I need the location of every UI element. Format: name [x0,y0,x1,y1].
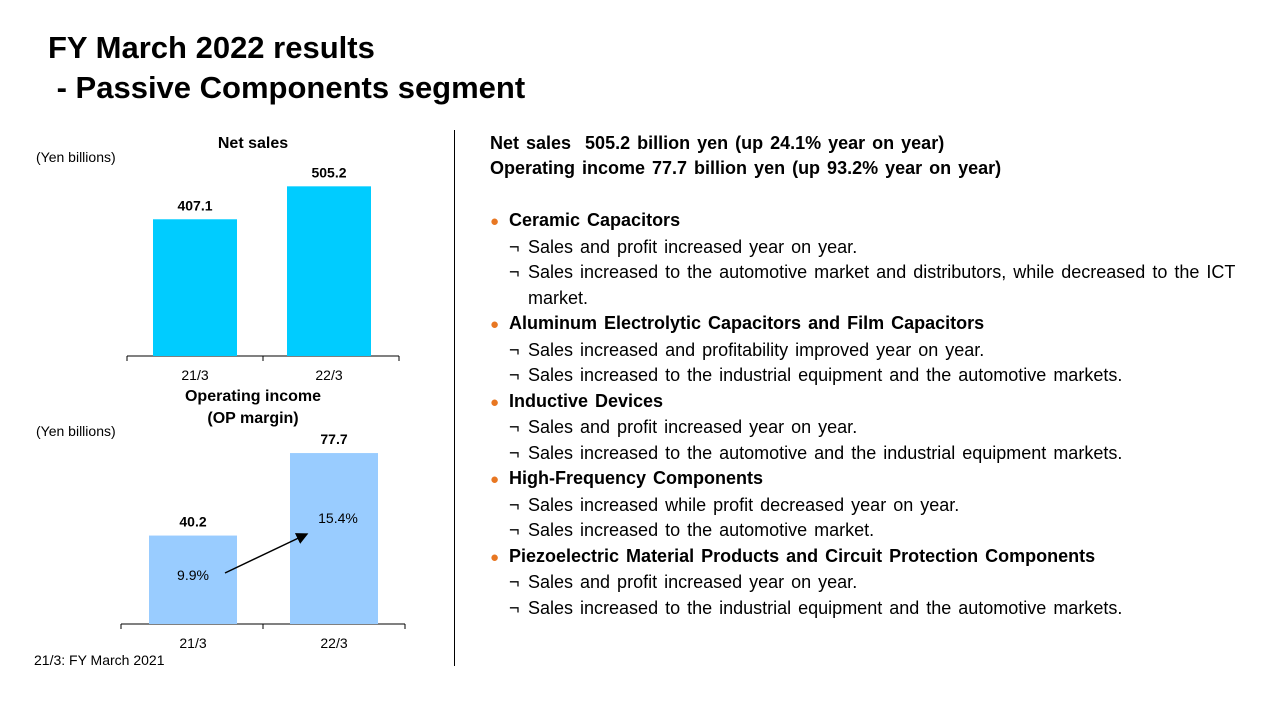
operating-income-unit-label: (Yen billions) [36,423,116,439]
section-item-text: Sales increased to the automotive market… [528,262,1236,308]
orange-bullet-icon: ● [490,393,500,411]
section-bullet-item: ¬ Sales and profit increased year on year… [490,570,1250,596]
net-sales-plot: 407.1 21/3 505.2 22/3 [126,164,400,383]
section-heading: ● Inductive Devices [490,389,1250,416]
orange-bullet-icon: ● [490,213,500,230]
item-mark-icon: ¬ [509,365,520,385]
summary-operating-income: Operating income 77.7 billion yen (up 93… [490,158,1002,178]
net-sales-unit-label: (Yen billions) [36,149,116,165]
net-sales-chart-title: Net sales [217,135,289,152]
operating-income-bar [290,453,378,624]
results-text-panel: Net sales 505.2 billion yen (up 24.1% ye… [490,131,1250,621]
section-item-text: Sales increased to the automotive and th… [528,442,1123,463]
section-heading-text: Piezoelectric Material Products and Circ… [509,545,1096,566]
operating-income-category-label: 22/3 [320,635,347,651]
section-heading: ● Ceramic Capacitors [490,208,1250,235]
section-bullet-item: ¬ Sales and profit increased year on year… [490,235,1250,261]
section-item-text: Sales increased to the automotive market… [528,520,875,540]
net-sales-category-label: 22/3 [315,367,342,383]
item-mark-icon: ¬ [509,494,520,515]
section-item-text: Sales increased and profitability improv… [528,339,985,360]
op-margin-label: 9.9% [177,567,209,583]
net-sales-value-label: 407.1 [177,197,212,213]
op-margin-arrow [224,533,309,574]
section-heading: ● Aluminum Electrolytic Capacitors and Fi… [490,311,1250,338]
item-mark-icon: ¬ [509,417,520,437]
item-mark-icon: ¬ [509,597,520,618]
section-item-text: Sales and profit increased year on year. [528,236,858,257]
operating-income-category-label: 21/3 [179,635,206,651]
operating-income-title-line1: Operating income [184,388,322,405]
item-mark-icon: ¬ [509,520,520,540]
operating-income-chart-title: Operating income (OP margin) [153,386,353,430]
orange-bullet-icon: ● [490,471,500,488]
section-bullet-item: ¬ Sales increased to the industrial equip… [490,596,1250,622]
vertical-divider [454,130,455,666]
orange-bullet-icon: ● [490,316,500,333]
page-title-line1: FY March 2022 results [48,30,375,65]
page-title: FY March 2022 results - Passive Componen… [48,28,525,108]
section-heading: ● High-Frequency Components [490,466,1250,493]
section-bullet-item: ¬ Sales increased to the automotive marke… [490,260,1250,311]
net-sales-bar [287,186,371,356]
operating-income-chart: Operating income (OP margin) (Yen billio… [20,384,440,651]
segment-sections: ● Ceramic Capacitors ¬ Sales and profit inc… [490,208,1250,621]
summary-net-sales: Net sales 505.2 billion yen (up 24.1% ye… [490,133,945,153]
section-heading-text: Aluminum Electrolytic Capacitors and Fil… [509,313,985,333]
section-item-text: Sales increased to the industrial equipm… [528,365,1123,385]
item-mark-icon: ¬ [509,442,520,463]
item-mark-icon: ¬ [509,262,520,282]
operating-income-plot: 40.2 21/3 77.7 22/3 9.9% 15.4% [120,431,406,651]
section-bullet-item: ¬ Sales and profit increased year on year… [490,415,1250,441]
orange-bullet-icon: ● [490,548,500,566]
section-heading: ● Piezoelectric Material Products and Cir… [490,544,1250,571]
section-bullet-item: ¬ Sales increased to the industrial equip… [490,363,1250,389]
section-heading-text: Ceramic Capacitors [509,210,681,230]
operating-income-value-label: 40.2 [179,514,206,530]
item-mark-icon: ¬ [509,572,520,592]
section-heading-text: High-Frequency Components [509,468,764,488]
section-bullet-item: ¬ Sales increased while profit decreased … [490,493,1250,519]
net-sales-category-label: 21/3 [181,367,208,383]
net-sales-value-label: 505.2 [311,164,346,180]
section-item-text: Sales and profit increased year on year. [528,417,858,437]
page-title-line2: - Passive Components segment [48,70,526,105]
net-sales-bar [153,219,237,356]
operating-income-bar [149,535,237,624]
section-bullet-item: ¬ Sales increased to the automotive and t… [490,441,1250,467]
section-bullet-item: ¬ Sales increased to the automotive marke… [490,518,1250,544]
operating-income-value-label: 77.7 [320,431,347,447]
section-item-text: Sales increased while profit decreased y… [528,494,960,515]
net-sales-chart: Net sales (Yen billions) 407.1 21/3 505.2 2… [20,130,440,390]
item-mark-icon: ¬ [509,236,520,257]
section-bullet-item: ¬ Sales increased and profitability impro… [490,338,1250,364]
operating-income-title-line2: (OP margin) [207,410,299,427]
summary: Net sales 505.2 billion yen (up 24.1% ye… [490,131,1250,181]
section-heading-text: Inductive Devices [509,390,664,411]
section-item-text: Sales increased to the industrial equipm… [528,597,1123,618]
op-margin-label: 15.4% [318,510,358,526]
footnote: 21/3: FY March 2021 [34,652,165,668]
item-mark-icon: ¬ [509,339,520,360]
section-item-text: Sales and profit increased year on year. [528,572,858,592]
